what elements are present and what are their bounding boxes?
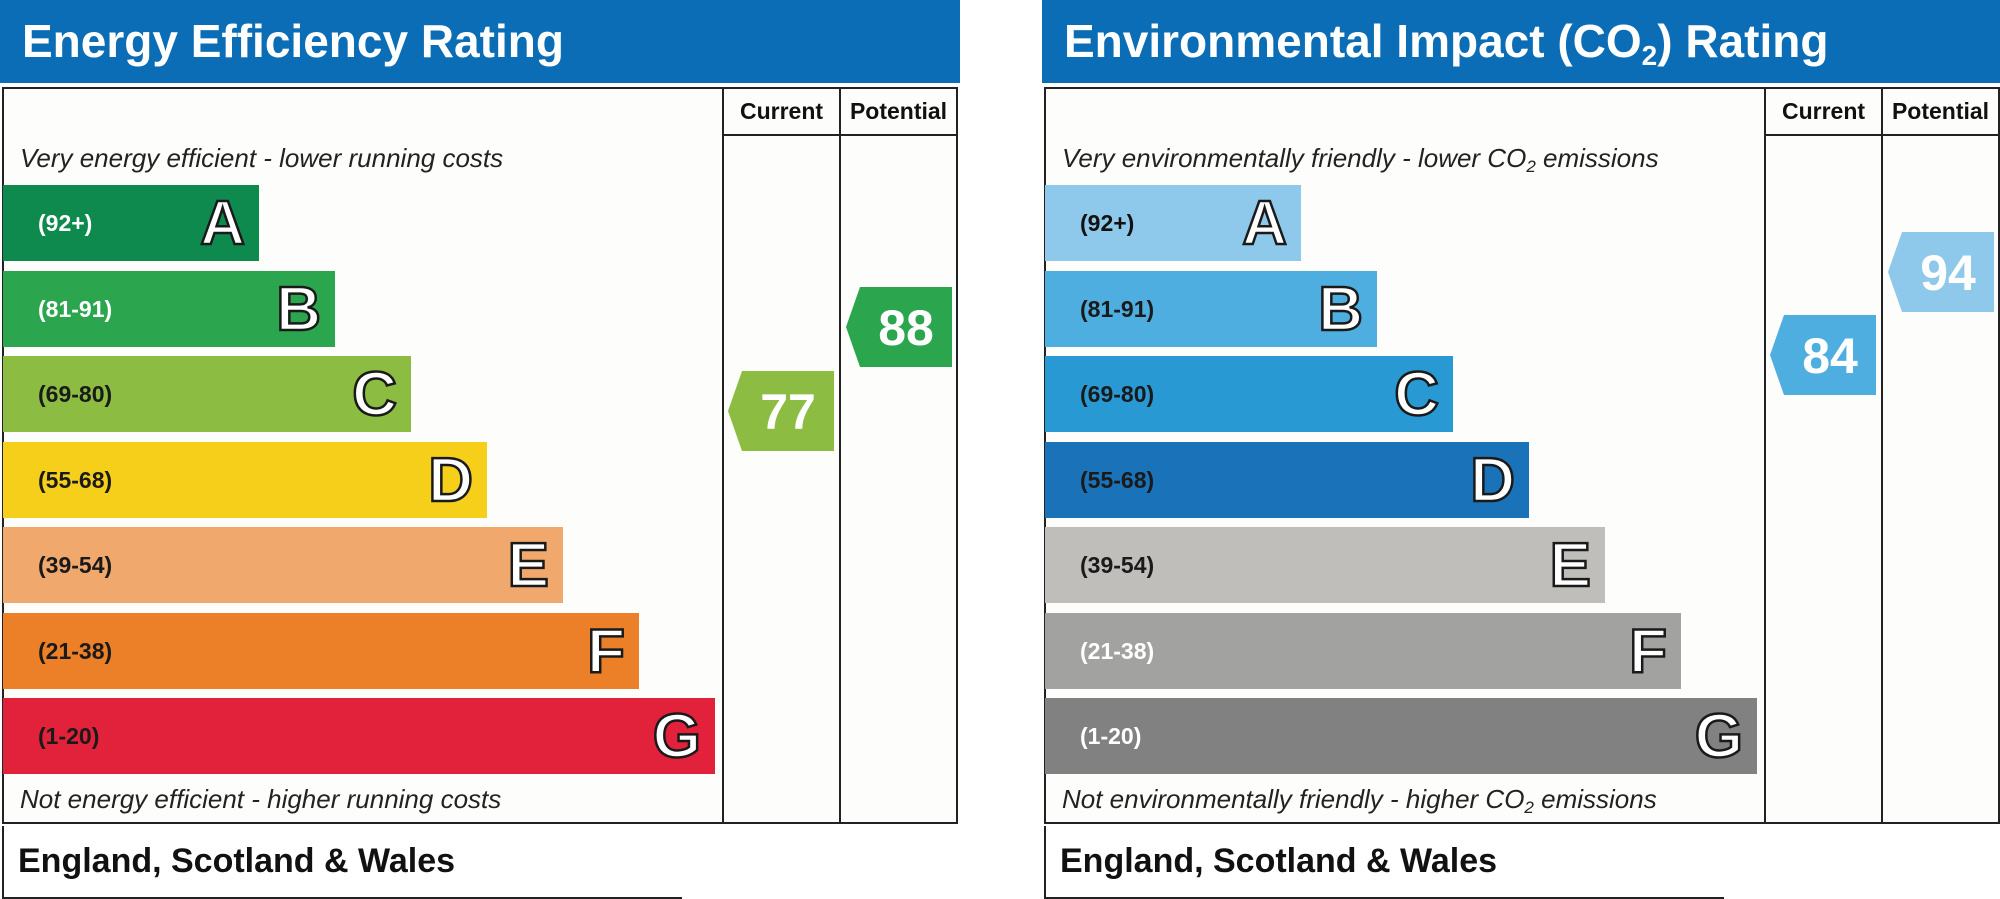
env-band-b-letter: B — [1317, 273, 1364, 345]
env-band-e-letter: E — [1548, 530, 1592, 602]
energy-potential-arrow-polygon — [846, 287, 952, 368]
env-top-note-prefix: Very environmentally friendly - lower CO — [1062, 143, 1527, 173]
energy-current-divider — [722, 87, 724, 824]
energy-band-f: (21-38) F — [3, 612, 639, 689]
energy-current-header: Current — [739, 98, 824, 124]
energy-potential-divider — [839, 87, 841, 824]
energy-band-g: (1-20) G — [3, 698, 715, 774]
env-potential-divider — [1881, 87, 1883, 824]
env-band-b: (81-91) B — [1045, 270, 1377, 347]
env-footer: England, Scotland & Wales — [1044, 826, 1724, 899]
env-bottom-note-subscript: 2 — [1524, 798, 1534, 817]
env-current-arrow-shape — [1770, 315, 1876, 396]
env-top-note-subscript: 2 — [1526, 157, 1536, 176]
env-band-g-letter: G — [1694, 701, 1745, 773]
energy-band-g-letter: G — [652, 701, 703, 773]
energy-top-note: Very energy efficient - lower running co… — [20, 143, 504, 173]
env-current-header: Current — [1781, 98, 1866, 124]
env-band-d: (55-68) D — [1045, 441, 1529, 518]
energy-current-value: 77 — [760, 384, 816, 441]
env-potential-header: Potential — [1891, 98, 1990, 124]
energy-header-divider — [722, 134, 958, 136]
energy-band-e-range: (39-54) — [38, 552, 113, 578]
energy-band-f-range: (21-38) — [38, 637, 113, 664]
energy-band-a: (92+) A — [3, 185, 259, 261]
energy-band-c: (69-80) C — [3, 356, 411, 432]
env-band-c-range: (69-80) — [1080, 381, 1155, 407]
energy-band-c-range: (69-80) — [38, 381, 113, 407]
env-band-d-letter: D — [1469, 444, 1516, 516]
env-footer-text: England, Scotland & Wales — [1060, 842, 1498, 880]
env-band-a-letter: A — [1241, 188, 1288, 260]
env-potential-arrow-polygon — [1888, 232, 1994, 313]
env-potential-value: 94 — [1920, 245, 1976, 302]
env-potential-arrow: 94 — [1888, 232, 1994, 313]
env-bottom-note-prefix: Not environmentally friendly - higher CO — [1062, 784, 1525, 814]
environmental-impact-panel: Environmental Impact (CO2) Rating Curren… — [1042, 0, 2000, 899]
energy-band-e-letter: E — [506, 530, 550, 602]
env-top-note-suffix: emissions — [1535, 143, 1659, 173]
energy-efficiency-title: Energy Efficiency Rating — [0, 0, 960, 83]
env-current-divider — [1764, 87, 1766, 824]
energy-band-a-range: (92+) — [38, 210, 93, 236]
env-bottom-note-suffix: emissions — [1533, 784, 1657, 814]
env-band-f-range: (21-38) — [1080, 637, 1155, 664]
env-current-value: 84 — [1802, 328, 1858, 385]
env-band-f-letter: F — [1628, 615, 1668, 687]
env-band-c-letter: C — [1393, 359, 1440, 431]
energy-band-b-range: (81-91) — [38, 295, 113, 322]
energy-title-text: Energy Efficiency Rating — [22, 15, 564, 67]
env-bottom-note: Not environmentally friendly - higher CO… — [1062, 784, 1657, 818]
energy-efficiency-panel: Energy Efficiency Rating Current Potenti… — [0, 0, 960, 899]
env-potential-arrow-shape — [1888, 232, 1994, 313]
energy-band-f-letter: F — [586, 615, 626, 687]
energy-bottom-note: Not energy efficient - higher running co… — [20, 784, 502, 814]
energy-current-arrow-polygon — [728, 371, 834, 452]
env-current-arrow: 84 — [1770, 315, 1876, 396]
env-band-b-range: (81-91) — [1080, 295, 1155, 322]
energy-footer: England, Scotland & Wales — [2, 826, 682, 899]
env-band-c: (69-80) C — [1045, 356, 1453, 432]
env-title-prefix: Environmental Impact (CO — [1064, 15, 1642, 67]
energy-band-b-letter: B — [275, 273, 322, 345]
energy-band-e: (39-54) E — [3, 527, 563, 603]
energy-potential-value: 88 — [878, 300, 934, 357]
env-band-g: (1-20) G — [1045, 698, 1757, 774]
energy-band-d-range: (55-68) — [38, 466, 113, 493]
energy-band-a-letter: A — [199, 188, 246, 260]
env-band-e-range: (39-54) — [1080, 552, 1155, 578]
env-band-f: (21-38) F — [1045, 612, 1681, 689]
env-title-subscript: 2 — [1641, 40, 1658, 71]
energy-band-b: (81-91) B — [3, 270, 335, 347]
energy-potential-arrow: 88 — [846, 287, 952, 368]
energy-band-d: (55-68) D — [3, 441, 487, 518]
env-band-d-range: (55-68) — [1080, 466, 1155, 493]
env-band-e: (39-54) E — [1045, 527, 1605, 603]
env-current-arrow-polygon — [1770, 315, 1876, 396]
energy-footer-text: England, Scotland & Wales — [18, 842, 456, 880]
env-band-a-range: (92+) — [1080, 210, 1135, 236]
env-band-g-range: (1-20) — [1080, 723, 1142, 749]
energy-current-arrow: 77 — [728, 371, 834, 452]
energy-potential-header: Potential — [849, 98, 948, 124]
energy-band-g-range: (1-20) — [38, 723, 100, 749]
env-band-a: (92+) A — [1045, 185, 1301, 261]
energy-band-d-letter: D — [427, 444, 474, 516]
env-title-suffix: ) Rating — [1657, 15, 1829, 67]
energy-potential-arrow-shape — [846, 287, 952, 368]
env-header-divider — [1764, 134, 2000, 136]
energy-current-arrow-shape — [728, 371, 834, 452]
environmental-impact-title: Environmental Impact (CO2) Rating — [1042, 0, 2000, 83]
energy-band-c-letter: C — [351, 359, 398, 431]
env-top-note: Very environmentally friendly - lower CO… — [1062, 143, 1659, 177]
